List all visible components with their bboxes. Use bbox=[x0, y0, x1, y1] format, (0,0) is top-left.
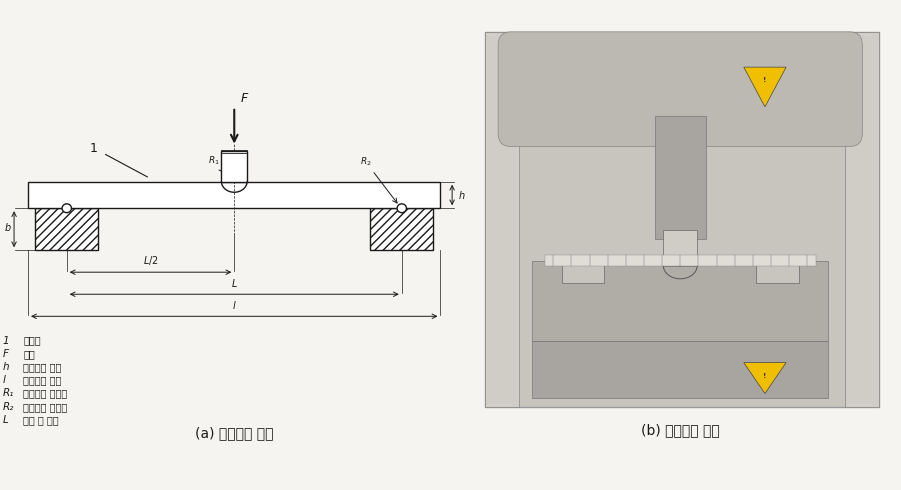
Text: 시험편의 길이: 시험편의 길이 bbox=[23, 375, 62, 385]
Bar bbox=[655, 116, 705, 239]
Bar bbox=[757, 257, 799, 283]
Text: !: ! bbox=[763, 77, 767, 83]
Text: R₁: R₁ bbox=[3, 389, 14, 398]
Polygon shape bbox=[35, 208, 98, 250]
Text: $h$: $h$ bbox=[458, 189, 465, 201]
Bar bbox=[545, 255, 815, 266]
Text: L: L bbox=[3, 415, 8, 425]
Text: $b$: $b$ bbox=[4, 221, 12, 233]
Text: $L/2$: $L/2$ bbox=[142, 254, 159, 267]
Bar bbox=[561, 257, 604, 283]
Text: 지점 간 거리: 지점 간 거리 bbox=[23, 415, 59, 425]
Bar bbox=[28, 182, 441, 208]
Text: (a) 굴곡강도 시편: (a) 굴곡강도 시편 bbox=[195, 426, 274, 440]
Bar bbox=[663, 230, 697, 266]
Text: 시험편: 시험편 bbox=[23, 336, 41, 345]
Text: h: h bbox=[3, 362, 9, 372]
Bar bbox=[222, 151, 247, 182]
Bar bbox=[532, 341, 829, 398]
Text: !: ! bbox=[763, 373, 767, 379]
Text: $R_1$: $R_1$ bbox=[208, 154, 223, 172]
Text: R₂: R₂ bbox=[3, 402, 14, 412]
Circle shape bbox=[62, 204, 71, 213]
Circle shape bbox=[397, 204, 406, 213]
Bar bbox=[486, 32, 879, 407]
Bar bbox=[486, 32, 519, 407]
Text: 하중: 하중 bbox=[23, 349, 35, 359]
Text: (b) 굴곡강도 시험: (b) 굴곡강도 시험 bbox=[641, 423, 720, 438]
Text: 가압봉의 반지름: 가압봉의 반지름 bbox=[23, 389, 68, 398]
Polygon shape bbox=[744, 67, 786, 107]
FancyBboxPatch shape bbox=[498, 32, 862, 147]
Text: 1: 1 bbox=[90, 142, 97, 155]
Bar bbox=[532, 261, 829, 341]
Text: 시험편의 두께: 시험편의 두께 bbox=[23, 362, 62, 372]
Text: $L$: $L$ bbox=[231, 277, 238, 289]
Bar bbox=[845, 32, 879, 407]
Text: $R_2$: $R_2$ bbox=[359, 155, 397, 203]
Polygon shape bbox=[744, 363, 786, 393]
Text: 1: 1 bbox=[3, 336, 9, 345]
Text: l: l bbox=[3, 375, 5, 385]
Polygon shape bbox=[370, 208, 433, 250]
Text: F: F bbox=[3, 349, 8, 359]
Text: 지지대의 반지름: 지지대의 반지름 bbox=[23, 402, 68, 412]
Text: $F$: $F$ bbox=[240, 92, 250, 105]
Text: $l$: $l$ bbox=[232, 299, 237, 311]
